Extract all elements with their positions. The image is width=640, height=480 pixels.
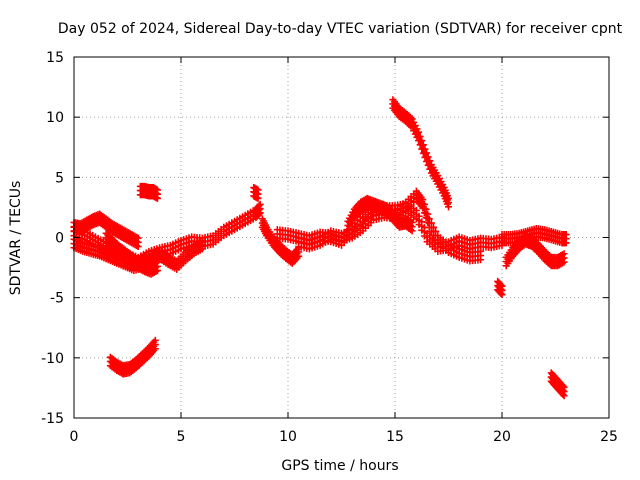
data-point [432,227,440,235]
data-point [559,382,567,390]
data-point [419,141,427,149]
x-axis-ticks: 0 5 10 15 20 25 [70,57,618,445]
data-points [70,96,570,400]
data-point [198,237,206,245]
x-tick-label: 10 [279,429,297,445]
data-point [419,196,427,204]
data-point [424,153,432,161]
data-point [408,218,416,226]
y-tick-label: -15 [41,411,64,427]
x-tick-label: 5 [177,429,186,445]
data-point [254,186,262,194]
y-axis-ticks: -15 -10 -5 0 5 10 15 [41,50,609,427]
data-point [415,212,423,220]
series-track-d [102,229,161,278]
data-point [422,205,430,213]
series-track-k [344,194,416,235]
series-track-e [106,336,159,378]
y-axis-label: SDTVAR / TECUs [8,181,24,296]
data-point [412,206,420,214]
x-tick-label: 15 [386,429,404,445]
x-axis-label: GPS time / hours [281,458,398,474]
series-track-o [502,232,568,270]
data-point [153,186,161,194]
y-tick-label: 15 [46,50,64,66]
data-point [560,383,568,391]
data-point [420,200,428,208]
data-point [153,258,161,266]
data-point [445,194,452,202]
data-point [418,218,426,226]
series-track-g [250,184,262,202]
data-point [562,230,570,238]
data-point [425,215,433,223]
chart-title: Day 052 of 2024, Sidereal Day-to-day VTE… [58,21,623,37]
x-tick-label: 0 [70,429,79,445]
data-point [498,282,506,290]
series-track-j [295,187,485,265]
data-point [477,247,485,255]
data-point [497,281,505,289]
series-track-p [547,369,568,400]
data-point [418,137,426,145]
data-point [424,210,432,218]
data-point [423,149,431,157]
data-point [560,250,568,258]
data-point [421,145,429,153]
x-tick-label: 25 [600,429,618,445]
y-tick-label: -5 [50,291,64,307]
data-point [426,157,434,165]
data-point [427,219,435,227]
series-track-l [389,96,452,211]
y-tick-label: 5 [55,170,64,186]
data-point [134,234,142,242]
series-track-m [494,277,506,299]
data-point [416,132,424,140]
data-point [256,200,264,208]
y-tick-label: -10 [41,351,64,367]
series-track-c [70,210,142,251]
y-tick-label: 10 [46,110,64,126]
series-track-h [258,215,303,267]
series-track-f [136,182,161,202]
series-track-n [498,224,570,247]
x-tick-label: 20 [493,429,511,445]
y-tick-label: 0 [55,231,64,247]
data-point [430,223,438,231]
data-point [151,336,159,344]
data-point [415,128,423,136]
